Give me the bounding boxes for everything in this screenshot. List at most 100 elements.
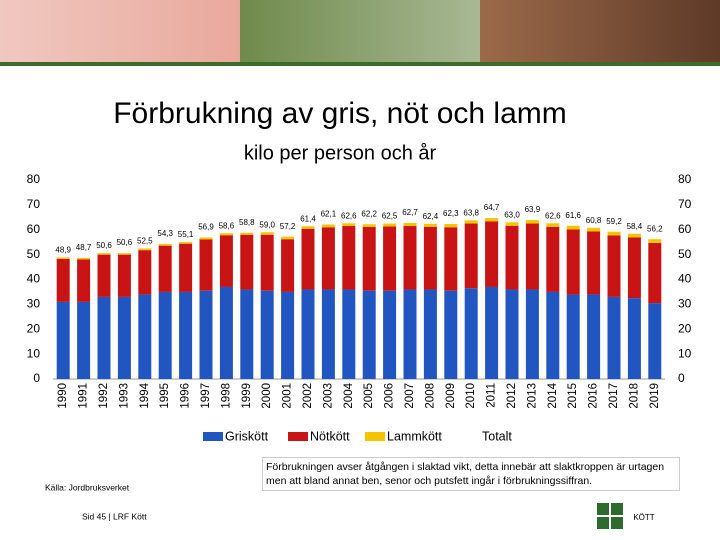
bar-segment [56, 257, 70, 259]
bar-segment [525, 220, 539, 224]
bar-segment [179, 241, 193, 244]
y-tick-label: 20 [27, 321, 41, 335]
x-tick-label: 2002 [302, 383, 314, 409]
bar-segment [546, 226, 560, 292]
x-tick-label: 2010 [465, 383, 477, 409]
x-tick-label: 1992 [98, 383, 110, 409]
total-label: 48,7 [76, 243, 92, 252]
total-label: 52,5 [137, 237, 153, 246]
y2-tick-label: 70 [678, 197, 692, 211]
y-tick-label: 50 [27, 247, 41, 261]
x-tick-label: 2011 [486, 383, 498, 408]
total-label: 62,6 [545, 211, 561, 220]
x-tick-label: 2001 [282, 383, 294, 409]
bar-segment [301, 226, 315, 229]
bar-segment [219, 233, 233, 236]
x-tick-label: 2004 [343, 382, 355, 408]
bar-segment [546, 223, 560, 227]
total-label: 60,8 [586, 216, 602, 225]
bar-segment [158, 291, 172, 379]
bar-segment [342, 223, 356, 227]
bar-segment [485, 286, 499, 379]
total-label: 63,0 [504, 210, 520, 219]
bar-segment [260, 234, 274, 291]
bar-segment [281, 236, 295, 240]
bar-segment [179, 291, 193, 379]
x-tick-label: 2012 [506, 383, 518, 409]
x-tick-label: 2006 [384, 383, 396, 409]
bar-segment [485, 221, 499, 287]
x-tick-label: 1990 [57, 383, 69, 409]
bar-segment [587, 231, 601, 295]
bar-segment [444, 290, 458, 379]
bar-segment [423, 226, 437, 290]
total-label: 61,4 [300, 214, 316, 223]
banner [0, 0, 720, 66]
x-tick-label: 2003 [322, 383, 334, 409]
x-tick-label: 1993 [118, 383, 130, 409]
x-tick-label: 2008 [424, 383, 436, 409]
total-label: 58,6 [219, 221, 235, 230]
y2-tick-label: 80 [678, 172, 692, 186]
total-label: 62,7 [402, 208, 418, 217]
total-label: 57,2 [280, 222, 296, 231]
total-label: 54,3 [157, 229, 173, 238]
bar-segment [566, 225, 580, 230]
x-tick-label: 1998 [220, 383, 232, 409]
bar-segment [138, 294, 152, 379]
bar-segment [321, 224, 335, 228]
y-tick-label: 60 [27, 222, 41, 236]
total-label: 55,1 [178, 230, 194, 239]
y-tick-label: 40 [27, 272, 41, 286]
bar-segment [627, 237, 641, 299]
x-tick-label: 2019 [649, 383, 661, 409]
bar-segment [321, 289, 335, 379]
legend-label: Totalt [482, 429, 512, 443]
bar-segment [607, 231, 621, 236]
bar-segment [383, 290, 397, 379]
bar-segment [281, 239, 295, 292]
x-tick-label: 1996 [180, 383, 192, 409]
x-tick-label: 2000 [261, 383, 273, 409]
bar-segment [505, 289, 519, 379]
legend-marker [365, 432, 385, 441]
footer-page: Sid 45 | LRF Kött [82, 511, 147, 521]
bar-segment [546, 291, 560, 379]
bar-segment [97, 296, 111, 379]
x-tick-label: 1995 [159, 383, 171, 409]
bar-segment [138, 250, 152, 295]
bar-segment [423, 289, 437, 379]
chart-title: Förbrukning av gris, nöt och lamm [113, 97, 567, 130]
bar-segment [362, 227, 376, 291]
x-tick-label: 1994 [139, 382, 151, 408]
bar-segment [97, 254, 111, 297]
logo-text: KÖTT [633, 513, 654, 522]
y2-tick-label: 40 [678, 272, 692, 286]
y2-tick-label: 30 [678, 297, 692, 311]
total-label: 61,6 [565, 211, 581, 220]
bar-segment [444, 227, 458, 291]
bar-segment [260, 232, 274, 235]
bar-segment [117, 254, 131, 297]
bar-segment [383, 226, 397, 291]
bar-segment [403, 223, 417, 227]
source: Källa: Jordbruksverket [45, 482, 130, 492]
x-tick-label: 2016 [588, 383, 600, 409]
bar-segment [301, 228, 315, 290]
bar-segment [260, 290, 274, 379]
x-tick-label: 1997 [200, 383, 212, 409]
x-tick-label: 2017 [608, 383, 620, 409]
total-label: 64,7 [484, 203, 500, 212]
y2-tick-label: 50 [678, 247, 692, 261]
y2-tick-label: 60 [678, 222, 692, 236]
bar-segment [362, 224, 376, 228]
legend-marker [288, 432, 308, 441]
bar-segment [117, 296, 131, 379]
bar-segment [607, 296, 621, 379]
y-tick-label: 10 [27, 346, 41, 360]
bar-segment [485, 218, 499, 222]
x-tick-label: 2007 [404, 383, 416, 409]
total-label: 50,6 [96, 241, 112, 250]
